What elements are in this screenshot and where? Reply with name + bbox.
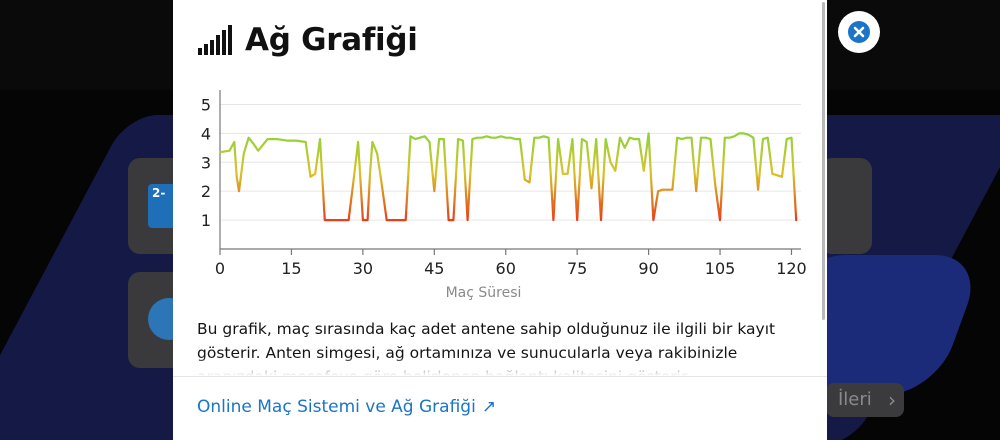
modal-scrollbar[interactable] <box>822 2 825 320</box>
content-fade <box>173 356 827 376</box>
next-button-label: İleri <box>838 389 872 410</box>
background-card <box>820 158 872 254</box>
close-button[interactable] <box>838 11 880 53</box>
x-tick-label: 45 <box>424 259 444 278</box>
modal-title: Ağ Grafiği <box>245 22 418 58</box>
x-tick-label: 75 <box>567 259 587 278</box>
y-tick-label: 2 <box>201 182 211 201</box>
x-tick-label: 0 <box>215 259 225 278</box>
network-graph-modal: Ağ Grafiği 1 2 3 4 5 0 15 30 45 60 75 90 105 120 Maç S… <box>173 0 827 440</box>
x-tick-label: 15 <box>281 259 301 278</box>
x-tick-label: 60 <box>496 259 516 278</box>
series-line <box>218 132 798 222</box>
close-icon <box>848 21 870 43</box>
x-tick-label: 30 <box>353 259 373 278</box>
y-tick-label: 5 <box>201 95 211 114</box>
signal-bars-icon <box>198 25 232 55</box>
external-arrow-icon: ↗ <box>481 397 497 417</box>
modal-header: Ağ Grafiği <box>197 22 418 58</box>
online-match-link[interactable]: Online Maç Sistemi ve Ağ Grafiği ↗ <box>197 397 496 417</box>
x-tick-label: 90 <box>638 259 658 278</box>
network-chart: 1 2 3 4 5 0 15 30 45 60 75 90 105 120 Maç Süresi <box>173 84 827 304</box>
modal-footer: Online Maç Sistemi ve Ağ Grafiği ↗ <box>173 376 827 440</box>
chevron-right-icon: › <box>888 388 896 412</box>
y-tick-label: 3 <box>201 153 211 172</box>
x-axis-label: Maç Süresi <box>446 285 522 301</box>
y-tick-label: 1 <box>201 211 211 230</box>
x-tick-label: 105 <box>705 259 736 278</box>
online-match-link-label: Online Maç Sistemi ve Ağ Grafiği <box>197 397 476 417</box>
next-button[interactable]: İleri › <box>826 383 904 417</box>
x-tick-label: 120 <box>776 259 807 278</box>
y-tick-label: 4 <box>201 124 211 143</box>
